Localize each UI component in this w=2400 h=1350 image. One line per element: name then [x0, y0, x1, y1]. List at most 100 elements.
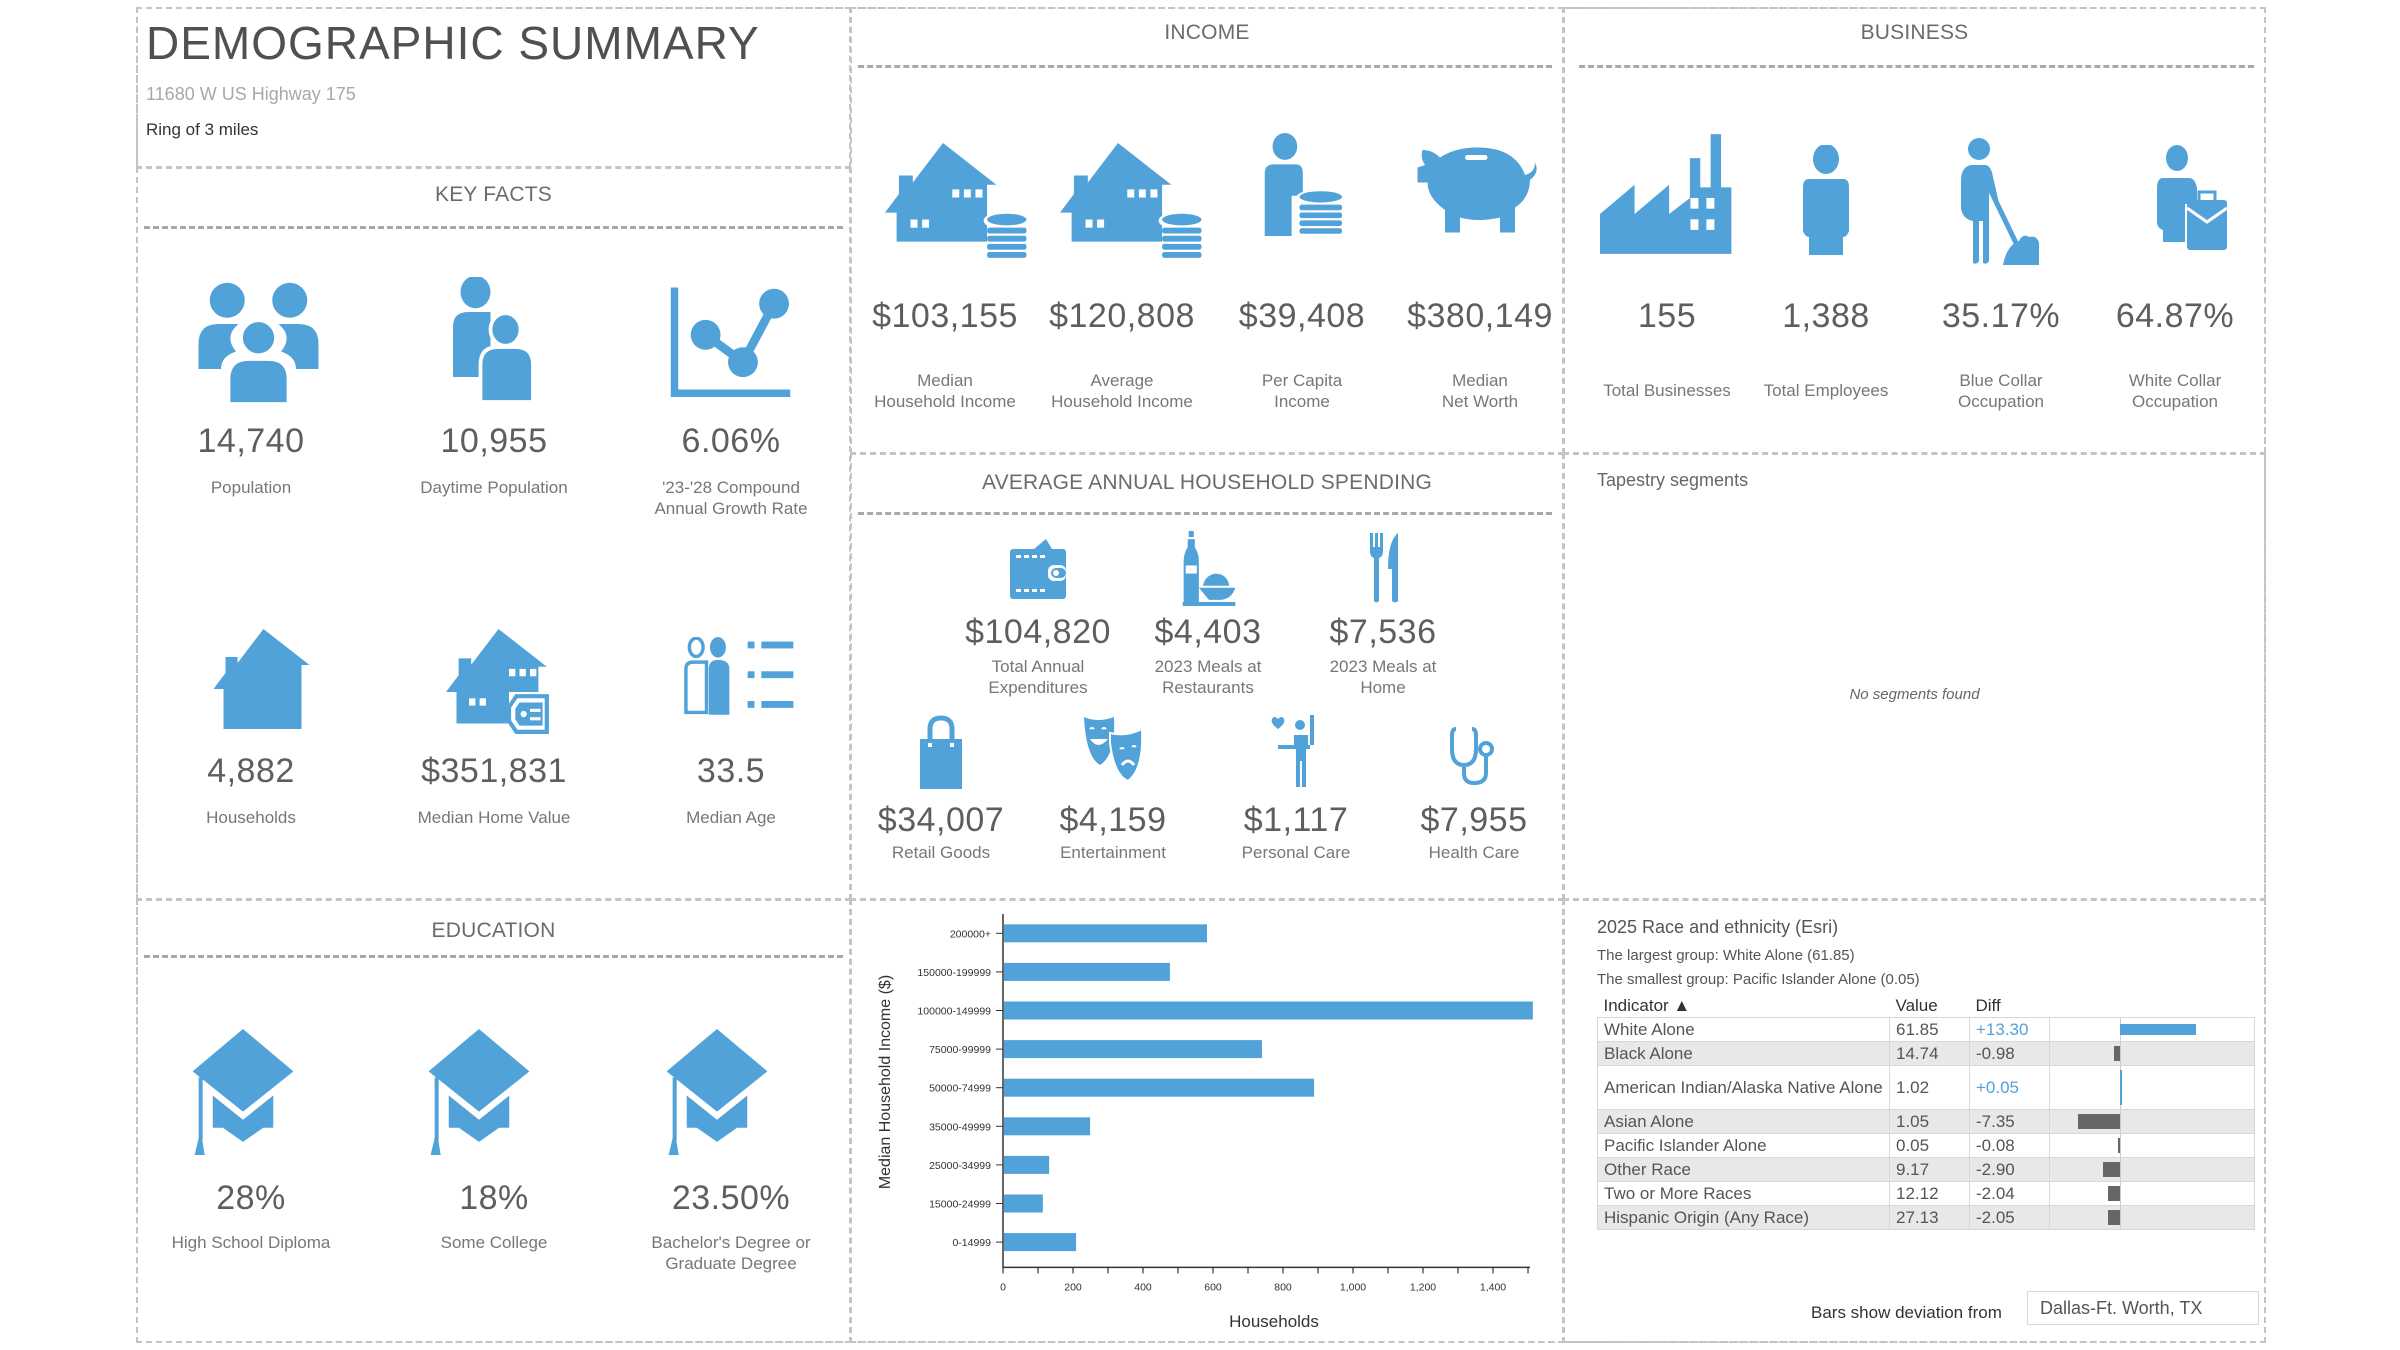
value-cell: 27.13	[1889, 1204, 1970, 1230]
y-tick-label: 35000-49999	[929, 1121, 991, 1133]
bar-0-14999	[1004, 1233, 1077, 1252]
factory-icon	[1600, 134, 1733, 254]
label-line: Graduate Degree	[665, 1254, 797, 1273]
indicator-cell: Two or More Races	[1597, 1180, 1890, 1206]
stat-label: Some College	[440, 1233, 548, 1252]
value-cell: 9.17	[1889, 1156, 1970, 1182]
stat-meals-home: $7,536 2023 Meals at Home	[1283, 613, 1483, 698]
race-largest-group: The largest group: White Alone (61.85)	[1597, 947, 1855, 964]
x-tick-label: 200	[1064, 1281, 1082, 1293]
label-line: Average	[1090, 371, 1154, 390]
stat-value: $103,155	[872, 297, 1018, 335]
indicator-cell: Hispanic Origin (Any Race)	[1597, 1204, 1890, 1230]
deviation-bar-cell	[2049, 1040, 2255, 1066]
wallet-icon	[1008, 537, 1068, 599]
diff-cell: -0.08	[1969, 1132, 2050, 1158]
ring-radius: Ring of 3 miles	[146, 120, 259, 139]
label-line: Restaurants	[1162, 678, 1254, 697]
stat-population: 14,740 Population	[151, 422, 351, 498]
deviation-bar	[2108, 1185, 2120, 1201]
education-section: EDUCATION 28% High School Diploma 18% So…	[136, 899, 851, 1343]
stat-value: 1,388	[1782, 297, 1870, 335]
race-section: 2025 Race and ethnicity (Esri) The large…	[1563, 899, 2266, 1343]
piggy-bank-icon	[1415, 145, 1540, 235]
daytime-people-icon	[448, 277, 548, 402]
deviation-bar-cell	[2049, 1180, 2255, 1206]
tapestry-title: Tapestry segments	[1597, 470, 1749, 490]
value-cell: 0.05	[1889, 1132, 1970, 1158]
stat-value: $4,159	[1059, 801, 1167, 839]
worker-shovel-icon	[1957, 137, 2041, 265]
stat-value: 64.87%	[2115, 297, 2235, 335]
column-header-diff[interactable]: Diff	[1975, 995, 2001, 1015]
stat-retail-goods: $34,007 Retail Goods	[850, 801, 1032, 863]
business-section: BUSINESS 155 Total Businesses 1,388 Tota…	[1563, 7, 2266, 454]
stat-blue-collar: 35.17% Blue Collar Occupation	[1911, 297, 2091, 412]
label-line: Per Capita	[1261, 371, 1343, 390]
stat-value: 28%	[216, 1179, 286, 1217]
stat-per-capita-income: $39,408 Per Capita Income	[1212, 297, 1392, 412]
race-table-row: Black Alone 14.74 -0.98	[1597, 1040, 2255, 1066]
column-header-indicator[interactable]: Indicator ▲	[1603, 995, 1691, 1015]
tapestry-section: Tapestry segments No segments found	[1563, 453, 2266, 900]
section-title: KEY FACTS	[435, 183, 552, 206]
stat-value: $380,149	[1407, 297, 1553, 335]
label-line: Annual Growth Rate	[654, 499, 808, 518]
label-line: Income	[1274, 392, 1330, 411]
bar-200000+	[1004, 924, 1207, 943]
y-tick-label: 200000+	[950, 928, 991, 940]
x-tick-label: 1,200	[1410, 1281, 1436, 1293]
value-cell: 1.02	[1889, 1064, 1970, 1110]
stat-value: $1,117	[1243, 801, 1349, 839]
section-title: BUSINESS	[1860, 21, 1969, 44]
deviation-area-select[interactable]: Dallas-Ft. Worth, TX	[2027, 1291, 2259, 1325]
deviation-bar	[2108, 1209, 2120, 1225]
label-line: Home	[1360, 678, 1406, 697]
deviation-bar-cell	[2049, 1064, 2255, 1110]
stat-value: $120,808	[1049, 297, 1195, 335]
label-line: Median	[1452, 371, 1508, 390]
restaurant-meal-icon	[1173, 531, 1245, 606]
deviation-bar	[2118, 1137, 2120, 1153]
column-header-bar	[2050, 995, 2255, 1017]
section-divider	[1579, 65, 2254, 68]
income-distribution-chart: 200000+ 150000-199999 100000-149999 75000-9…	[852, 902, 1562, 1340]
indicator-cell: American Indian/Alaska Native Alone	[1597, 1064, 1890, 1110]
stat-label: Total Annual Expenditures	[938, 656, 1138, 698]
race-table-row: Two or More Races 12.12 -2.04	[1597, 1180, 2255, 1206]
label-line: Occupation	[1958, 392, 2044, 411]
stat-label: High School Diploma	[171, 1233, 331, 1252]
indicator-cell: Pacific Islander Alone	[1597, 1132, 1890, 1158]
label-line: Total Annual	[991, 657, 1085, 676]
y-tick-label: 50000-74999	[929, 1083, 991, 1095]
growth-chart-icon	[668, 285, 793, 397]
bar-25000-34999	[1004, 1155, 1050, 1174]
deviation-bar-cell	[2049, 1156, 2255, 1182]
section-divider	[144, 226, 843, 229]
stat-label: Median Age	[686, 808, 776, 827]
stat-meals-restaurants: $4,403 2023 Meals at Restaurants	[1108, 613, 1308, 698]
stat-label: '23-'28 Compound Annual Growth Rate	[631, 477, 831, 519]
race-smallest-group: The smallest group: Pacific Islander Alo…	[1597, 971, 1920, 988]
stat-label: Households	[206, 808, 296, 827]
x-tick-label: 800	[1274, 1281, 1292, 1293]
stat-median-net-worth: $380,149 Median Net Worth	[1390, 297, 1570, 412]
deviation-bar	[2103, 1161, 2120, 1177]
indicator-cell: White Alone	[1597, 1016, 1890, 1042]
section-divider	[858, 512, 1552, 515]
stat-label: Retail Goods	[891, 843, 991, 862]
stat-value: $39,408	[1238, 297, 1366, 335]
stat-median-home-value: $351,831 Median Home Value	[394, 752, 594, 828]
stat-label: White Collar Occupation	[2085, 370, 2265, 412]
theater-masks-icon	[1084, 715, 1144, 785]
bar-150000-199999	[1004, 962, 1170, 981]
race-panel	[1563, 899, 2266, 1343]
zero-line	[2120, 1205, 2121, 1229]
zero-line	[2120, 1181, 2121, 1205]
label-line: Bachelor's Degree or	[651, 1233, 811, 1252]
stat-total-employees: 1,388 Total Employees	[1736, 297, 1916, 401]
column-header-value[interactable]: Value	[1895, 995, 1938, 1015]
person-coins-icon	[1262, 133, 1347, 245]
label-line: White Collar	[2128, 371, 2222, 390]
stat-value: 33.5	[696, 752, 766, 790]
